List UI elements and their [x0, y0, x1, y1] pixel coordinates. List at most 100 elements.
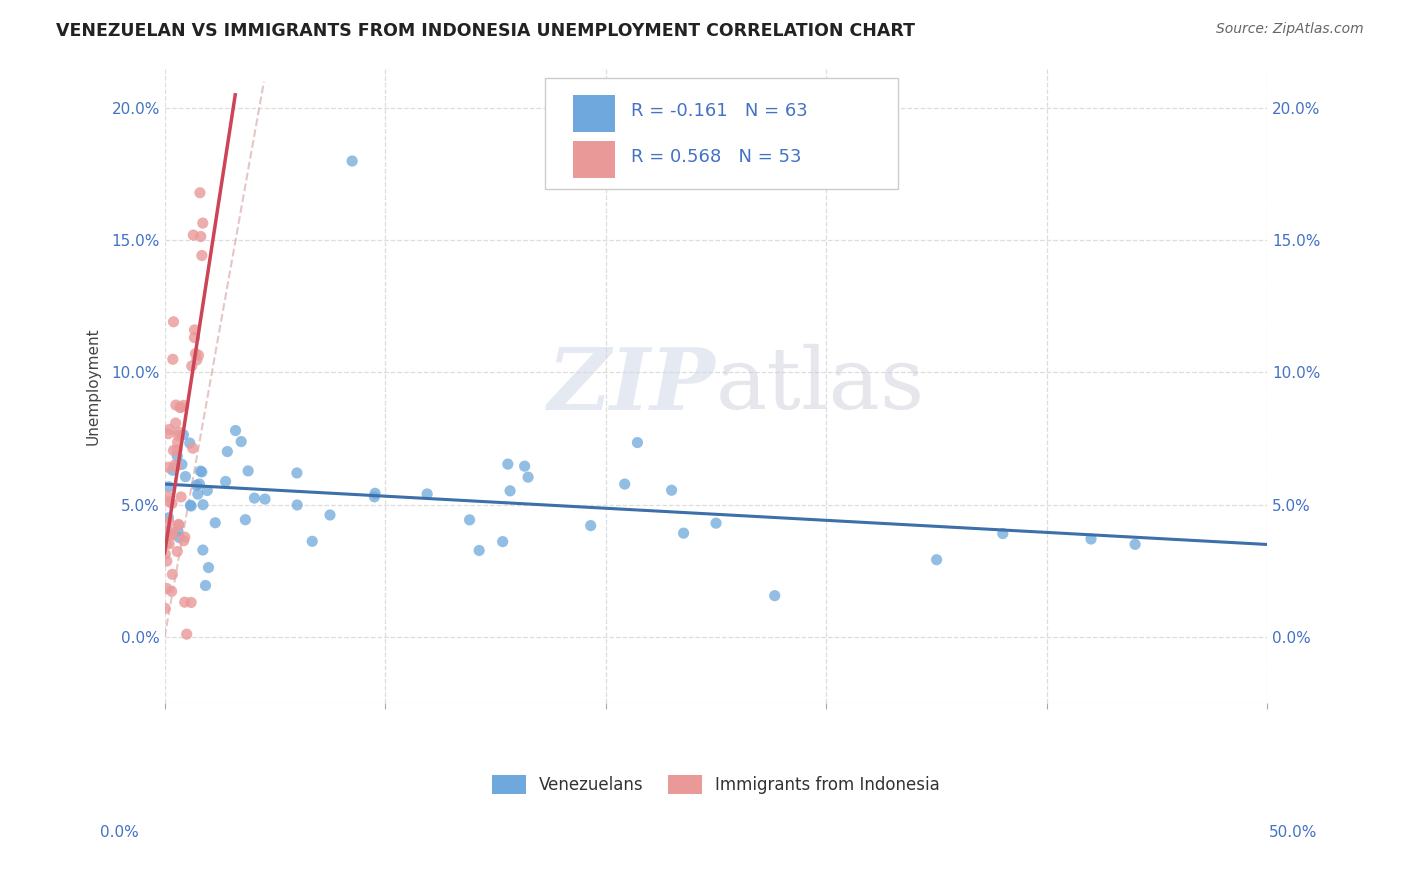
Point: [162, 567, 184, 582]
Point: [186, 478, 208, 492]
Point: [195, 483, 218, 498]
Point: [236, 464, 259, 478]
Point: [180, 359, 202, 373]
Point: [340, 154, 363, 169]
Point: [364, 486, 387, 500]
Point: [160, 527, 183, 541]
Point: [157, 480, 180, 494]
Text: VENEZUELAN VS IMMIGRANTS FROM INDONESIA UNEMPLOYMENT CORRELATION CHART: VENEZUELAN VS IMMIGRANTS FROM INDONESIA …: [56, 22, 915, 40]
Legend: Venezuelans, Immigrants from Indonesia: Venezuelans, Immigrants from Indonesia: [485, 768, 946, 801]
Point: [179, 498, 201, 512]
Point: [162, 315, 184, 329]
Text: atlas: atlas: [716, 344, 925, 427]
Point: [763, 589, 786, 603]
Point: [194, 578, 217, 592]
Point: [186, 352, 208, 367]
Point: [517, 470, 540, 484]
Point: [468, 543, 491, 558]
FancyBboxPatch shape: [546, 78, 898, 189]
Point: [704, 516, 727, 531]
Bar: [572, 95, 614, 132]
Point: [165, 416, 187, 430]
Point: [626, 435, 648, 450]
Point: [163, 458, 186, 473]
Point: [165, 459, 187, 474]
Point: [181, 441, 204, 455]
Point: [204, 516, 226, 530]
Point: [661, 483, 683, 498]
Point: [513, 459, 536, 474]
Point: [217, 444, 239, 458]
Point: [225, 424, 247, 438]
Point: [166, 442, 188, 457]
Y-axis label: Unemployment: Unemployment: [86, 326, 100, 444]
Point: [180, 499, 202, 513]
Point: [157, 511, 180, 525]
Point: [187, 487, 209, 501]
Point: [925, 552, 948, 566]
Point: [181, 228, 204, 243]
Point: [184, 346, 207, 360]
Point: [157, 515, 180, 529]
Point: [499, 483, 522, 498]
Point: [157, 426, 180, 441]
Point: [190, 464, 212, 478]
Point: [165, 398, 187, 412]
Point: [191, 248, 214, 262]
Point: [169, 401, 191, 415]
Point: [231, 434, 253, 449]
Text: ZIP: ZIP: [548, 344, 716, 427]
Point: [243, 491, 266, 505]
Point: [458, 513, 481, 527]
Point: [191, 216, 214, 230]
Point: [301, 534, 323, 549]
Point: [162, 527, 184, 541]
Point: [167, 428, 190, 442]
Point: [191, 543, 214, 558]
Point: [191, 465, 214, 479]
Point: [157, 460, 180, 475]
Point: [167, 524, 190, 538]
Point: [157, 524, 180, 538]
Point: [183, 323, 205, 337]
Point: [162, 443, 184, 458]
Point: [579, 518, 602, 533]
Point: [613, 477, 636, 491]
Point: [190, 229, 212, 244]
Point: [166, 449, 188, 463]
Point: [156, 537, 179, 551]
Point: [197, 560, 219, 574]
Point: [285, 498, 308, 512]
Point: [169, 401, 191, 415]
Text: 50.0%: 50.0%: [1270, 825, 1317, 840]
Point: [153, 601, 176, 615]
Text: 0.0%: 0.0%: [100, 825, 139, 840]
Point: [157, 495, 180, 509]
Point: [1080, 532, 1102, 546]
Point: [214, 475, 236, 489]
Point: [167, 517, 190, 532]
Point: [492, 534, 515, 549]
Point: [191, 498, 214, 512]
Text: Source: ZipAtlas.com: Source: ZipAtlas.com: [1216, 22, 1364, 37]
Point: [187, 348, 209, 362]
Point: [155, 547, 177, 561]
Point: [170, 458, 193, 472]
Point: [155, 524, 177, 539]
Point: [166, 435, 188, 450]
Point: [170, 490, 193, 504]
Point: [160, 496, 183, 510]
Point: [172, 427, 194, 442]
Point: [156, 582, 179, 596]
Point: [160, 584, 183, 599]
Point: [157, 537, 180, 551]
Point: [167, 517, 190, 532]
Point: [235, 513, 257, 527]
Point: [1123, 537, 1146, 551]
Point: [319, 508, 342, 522]
Point: [174, 469, 197, 483]
Point: [162, 352, 184, 367]
Point: [180, 595, 202, 609]
Point: [166, 544, 188, 558]
Point: [672, 526, 695, 541]
